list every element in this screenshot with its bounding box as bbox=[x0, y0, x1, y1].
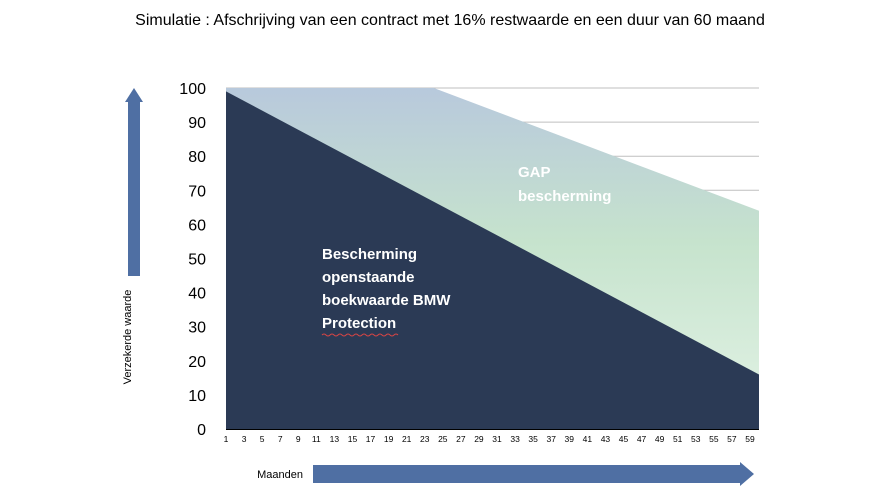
x-tick-label: 37 bbox=[546, 434, 556, 444]
y-tick-label: 30 bbox=[188, 320, 206, 337]
x-tick-label: 39 bbox=[565, 434, 575, 444]
x-tick-label: 41 bbox=[583, 434, 593, 444]
x-axis-label: Maanden bbox=[257, 469, 303, 481]
y-tick-label: 0 bbox=[197, 422, 206, 439]
x-tick-label: 9 bbox=[296, 434, 301, 444]
x-tick-label: 35 bbox=[528, 434, 538, 444]
x-tick-label: 43 bbox=[601, 434, 611, 444]
gap-label-line-2: bescherming bbox=[518, 188, 611, 205]
x-tick-label: 33 bbox=[510, 434, 520, 444]
x-tick-label: 29 bbox=[474, 434, 484, 444]
x-tick-label: 47 bbox=[637, 434, 647, 444]
y-axis-arrow bbox=[125, 88, 143, 276]
y-tick-label: 60 bbox=[188, 217, 206, 234]
gap-label-line-1: GAP bbox=[518, 164, 551, 181]
x-tick-label: 19 bbox=[384, 434, 394, 444]
spellcheck-underline bbox=[321, 333, 399, 337]
y-tick-label: 20 bbox=[188, 354, 206, 371]
x-tick-label: 31 bbox=[492, 434, 502, 444]
y-axis-label: Verzekerde waarde bbox=[122, 290, 134, 385]
net-value-area-label: Bescherming openstaande boekwaarde BMW P… bbox=[322, 246, 455, 332]
x-tick-label: 57 bbox=[727, 434, 737, 444]
y-tick-label: 100 bbox=[179, 81, 206, 98]
x-tick-label: 49 bbox=[655, 434, 665, 444]
gap-area-label: GAP bescherming bbox=[518, 164, 611, 205]
x-tick-label: 3 bbox=[242, 434, 247, 444]
x-tick-label: 59 bbox=[745, 434, 755, 444]
y-tick-label: 40 bbox=[188, 286, 206, 303]
x-tick-label: 23 bbox=[420, 434, 430, 444]
y-tick-label: 90 bbox=[188, 115, 206, 132]
x-tick-label: 51 bbox=[673, 434, 683, 444]
x-tick-label: 21 bbox=[402, 434, 412, 444]
x-tick-label: 17 bbox=[366, 434, 376, 444]
x-tick-label: 7 bbox=[278, 434, 283, 444]
x-tick-label: 27 bbox=[456, 434, 466, 444]
net-label-line-4: Protection bbox=[322, 315, 396, 332]
chart-title: Simulatie : Afschrijving van een contrac… bbox=[135, 12, 765, 29]
x-axis-ticks: 1 3 5 7 9 11 13 15 17 19 21 23 25 27 29 31 33 35 37 39 41 43 4… bbox=[224, 434, 755, 444]
net-value-protection-area bbox=[226, 91, 759, 429]
y-tick-label: 10 bbox=[188, 388, 206, 405]
x-tick-label: 45 bbox=[619, 434, 629, 444]
x-tick-label: 53 bbox=[691, 434, 701, 444]
y-axis-ticks: 0 10 20 30 40 50 60 70 80 90 100 bbox=[179, 81, 206, 439]
x-tick-label: 25 bbox=[438, 434, 448, 444]
x-tick-label: 55 bbox=[709, 434, 719, 444]
net-label-line-1: Bescherming bbox=[322, 246, 417, 263]
y-tick-label: 70 bbox=[188, 183, 206, 200]
x-tick-label: 11 bbox=[312, 434, 321, 444]
x-tick-label: 1 bbox=[224, 434, 229, 444]
y-tick-label: 50 bbox=[188, 252, 206, 269]
x-tick-label: 5 bbox=[260, 434, 265, 444]
x-tick-label: 15 bbox=[348, 434, 358, 444]
net-label-line-2: openstaande bbox=[322, 269, 415, 286]
net-label-line-3: boekwaarde BMW bbox=[322, 292, 451, 309]
y-tick-label: 80 bbox=[188, 149, 206, 166]
x-tick-label: 13 bbox=[330, 434, 340, 444]
x-axis-arrow bbox=[313, 462, 754, 486]
chart-areas bbox=[226, 88, 759, 429]
